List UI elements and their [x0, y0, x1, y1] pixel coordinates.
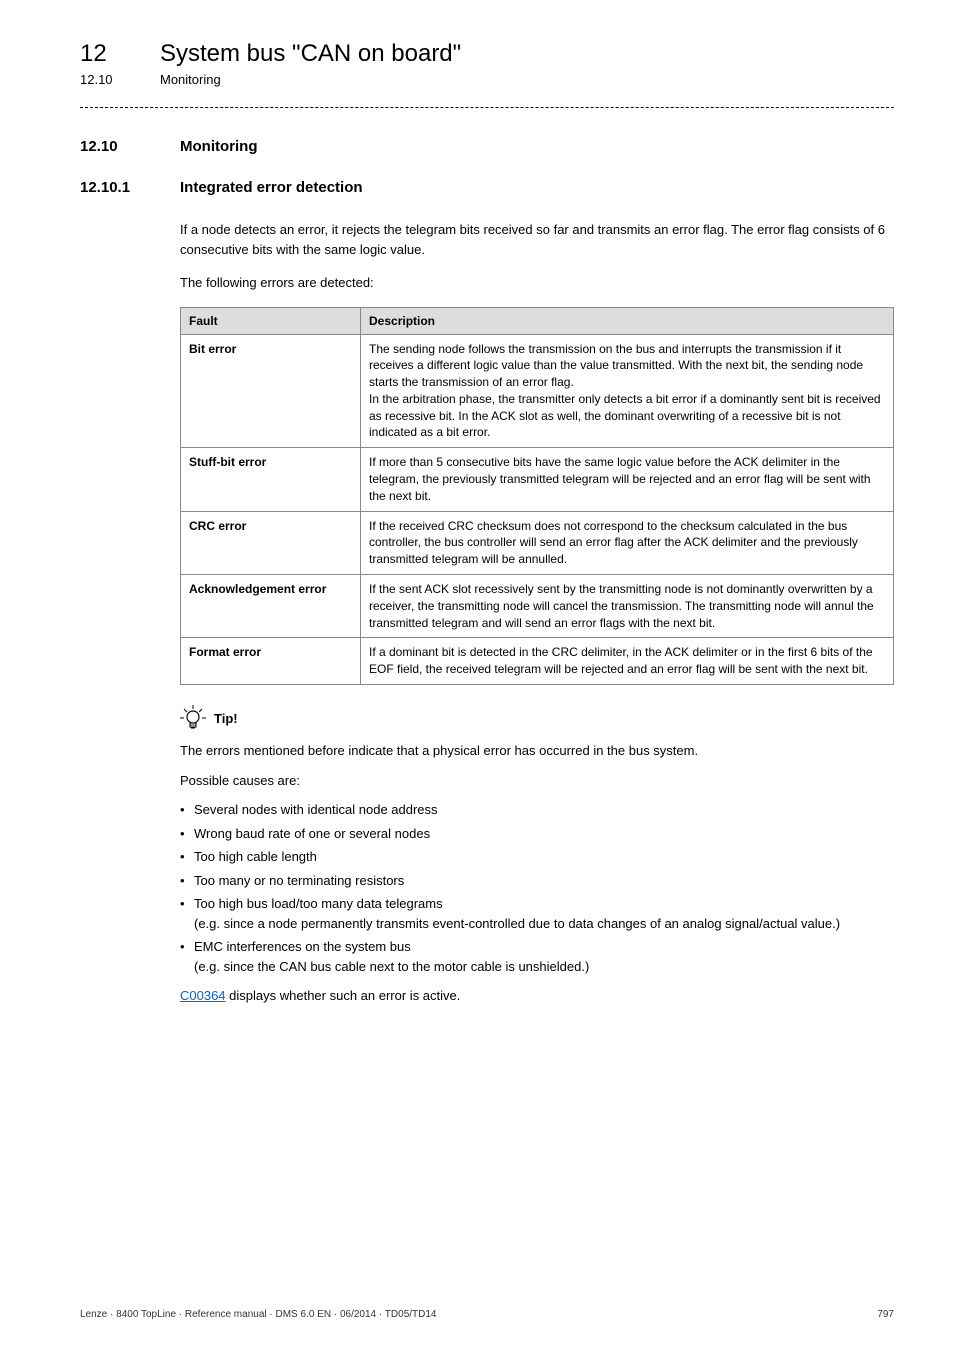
list-item: Too high cable length	[180, 847, 894, 867]
section-title-small: Monitoring	[160, 72, 221, 87]
lead-paragraph: The following errors are detected:	[180, 273, 894, 293]
tip-closing: C00364 displays whether such an error is…	[180, 986, 894, 1006]
table-row: Format errorIf a dominant bit is detecte…	[181, 638, 894, 685]
list-item-sub: (e.g. since the CAN bus cable next to th…	[194, 957, 894, 977]
section-num-monitoring: 12.10	[80, 138, 180, 155]
fault-cell: Format error	[181, 638, 361, 685]
section-heading-monitoring: Monitoring	[180, 138, 257, 155]
description-cell: If a dominant bit is detected in the CRC…	[361, 638, 894, 685]
description-cell: If more than 5 consecutive bits have the…	[361, 448, 894, 511]
fault-cell: Bit error	[181, 334, 361, 448]
error-table: Fault Description Bit errorThe sending n…	[180, 307, 894, 686]
footer-page-number: 797	[877, 1309, 894, 1320]
section-heading-detection: Integrated error detection	[180, 179, 363, 196]
table-row: Acknowledgement errorIf the sent ACK slo…	[181, 575, 894, 638]
list-item: Too high bus load/too many data telegram…	[180, 894, 894, 933]
intro-paragraph: If a node detects an error, it rejects t…	[180, 220, 894, 259]
chapter-title: System bus "CAN on board"	[160, 40, 461, 68]
tip-bullet-list: Several nodes with identical node addres…	[180, 800, 894, 976]
tip-closing-rest: displays whether such an error is active…	[226, 988, 461, 1003]
table-header-description: Description	[361, 307, 894, 334]
link-c00364[interactable]: C00364	[180, 988, 226, 1003]
table-header-fault: Fault	[181, 307, 361, 334]
chapter-number: 12	[80, 40, 160, 68]
tip-block: Tip! The errors mentioned before indicat…	[180, 705, 894, 1006]
table-row: CRC errorIf the received CRC checksum do…	[181, 511, 894, 574]
fault-cell: Stuff-bit error	[181, 448, 361, 511]
list-item: EMC interferences on the system bus(e.g.…	[180, 937, 894, 976]
section-num-detection: 12.10.1	[80, 179, 180, 196]
fault-cell: Acknowledgement error	[181, 575, 361, 638]
separator-line	[80, 107, 894, 108]
table-row: Stuff-bit errorIf more than 5 consecutiv…	[181, 448, 894, 511]
tip-causes-lead: Possible causes are:	[180, 771, 894, 791]
description-cell: The sending node follows the transmissio…	[361, 334, 894, 448]
tip-intro-text: The errors mentioned before indicate tha…	[180, 741, 894, 761]
lightbulb-icon	[180, 705, 206, 731]
description-cell: If the sent ACK slot recessively sent by…	[361, 575, 894, 638]
page-footer: Lenze · 8400 TopLine · Reference manual …	[80, 1309, 894, 1320]
description-cell: If the received CRC checksum does not co…	[361, 511, 894, 574]
table-row: Bit errorThe sending node follows the tr…	[181, 334, 894, 448]
tip-label: Tip!	[214, 711, 238, 726]
fault-cell: CRC error	[181, 511, 361, 574]
list-item: Several nodes with identical node addres…	[180, 800, 894, 820]
section-num-small: 12.10	[80, 72, 160, 87]
list-item-sub: (e.g. since a node permanently transmits…	[194, 914, 894, 934]
footer-left: Lenze · 8400 TopLine · Reference manual …	[80, 1309, 437, 1320]
list-item: Wrong baud rate of one or several nodes	[180, 824, 894, 844]
list-item: Too many or no terminating resistors	[180, 871, 894, 891]
